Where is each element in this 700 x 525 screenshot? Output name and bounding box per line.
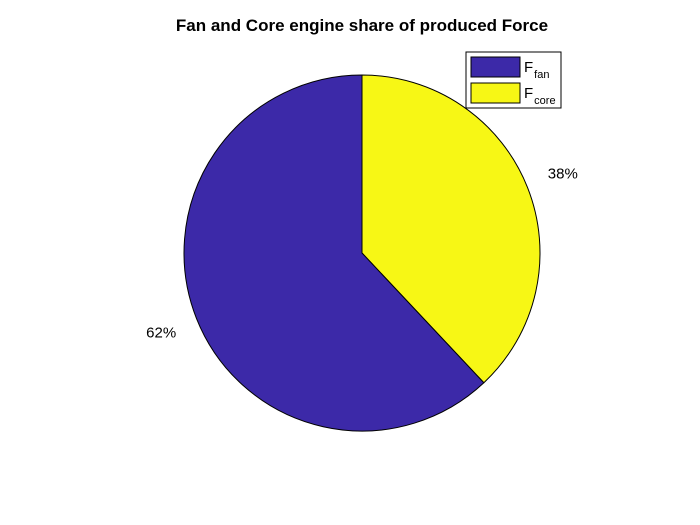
pie-slices: [183, 74, 541, 432]
pie-slice-core: [361, 74, 541, 384]
pie-labels: 38% 62%: [146, 166, 578, 342]
legend: Ffan Fcore: [465, 51, 562, 109]
legend-swatch-fan: [470, 56, 521, 78]
legend-swatch-core: [470, 82, 521, 104]
chart-title: Fan and Core engine share of produced Fo…: [176, 16, 548, 35]
legend-label-core: Fcore: [524, 85, 556, 107]
data-label-core: 38%: [548, 166, 578, 183]
pie-slice-fan: [183, 74, 485, 432]
data-label-fan: 62%: [146, 325, 176, 342]
legend-label-fan: Ffan: [524, 59, 549, 81]
